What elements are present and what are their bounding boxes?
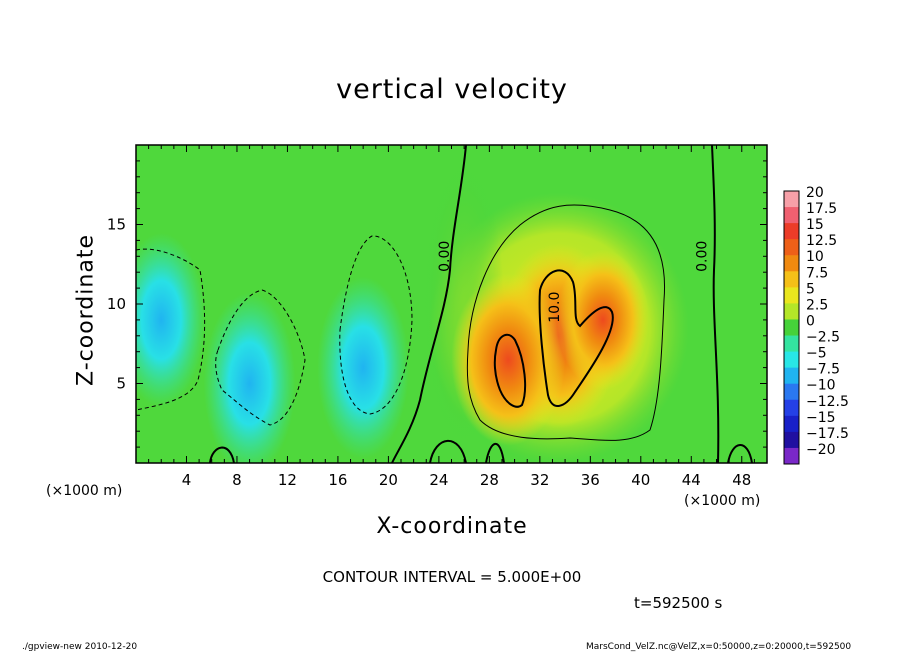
downdraft-contour-3 [339,235,413,415]
updraft-cell-2 [451,273,566,446]
colorbar-swatch [784,239,799,256]
x-tick-label: 36 [581,471,600,489]
contour-label-1: 0.00 [437,241,453,272]
contour-interval-text: CONTOUR INTERVAL = 5.000E+00 [322,568,582,586]
contour-interval-note: CONTOUR INTERVAL = 5.000E+00 [0,568,904,586]
colorbar-label: −7.5 [806,362,840,378]
updraft-core-contour-left [493,333,527,408]
y-axis-label: Z-coordinate [73,234,99,386]
colorbar-swatch [784,271,799,288]
colorbar-label: 15 [806,217,824,233]
footer-right: MarsCond_VelZ.nc@VelZ,x=0:50000,z=0:2000… [586,642,852,652]
colorbar-label: −10 [806,378,836,394]
colorbar-swatch [784,191,799,208]
x-tick-label: 20 [379,471,398,489]
downdraft-cell-6 [317,276,410,459]
x-tick-label: 32 [530,471,549,489]
x-tick-label: 8 [232,471,242,489]
y-tick-label: 10 [107,295,126,313]
colorbar-label: 12.5 [806,233,837,249]
colorbar-frame [783,190,800,465]
ground-contour [209,439,753,463]
colorbar-swatch [784,207,799,224]
plot-area [136,145,767,463]
colorbar-label: 17.5 [806,201,837,217]
footer-left: ./gpview-new 2010-12-20 [22,642,138,652]
colorbar-swatch [784,255,799,272]
colorbar-swatch [784,399,799,417]
colorbar-swatch [784,351,799,369]
x-unit-right: (×1000 m) [684,493,761,509]
colorbar-label: 2.5 [806,297,828,313]
colorbar-label: −5 [806,346,827,362]
updraft-outer-contour [466,204,666,441]
colorbar-swatch [784,223,799,240]
colorbar-label: −17.5 [806,426,849,442]
colorbar-swatch [784,431,799,449]
updraft-cell-3 [556,249,649,390]
chart-title: vertical velocity [336,74,568,105]
colorbar-swatch [784,287,799,304]
colorbar-label: 20 [806,185,824,201]
contour-label-2: 10.0 [547,292,563,323]
x-axis-label: X-coordinate [376,514,528,539]
downdraft-cell-5 [203,292,296,463]
colorbar-label: 10 [806,249,824,265]
x-unit-left: (×1000 m) [46,483,123,499]
colorbar-swatch [784,319,799,337]
y-tick-label: 5 [116,375,126,393]
colorbar-swatch [784,415,799,433]
downdraft-cell-4 [136,232,206,407]
colorbar-label: −2.5 [806,330,840,346]
zero-contour-right [711,145,720,463]
colorbar-label: −15 [806,410,836,426]
x-tick-label: 4 [182,471,192,489]
colorbar-label: 5 [806,281,815,297]
downdraft-contour-2 [215,289,306,426]
colorbar-label: −20 [806,442,836,458]
y-tick-label: 15 [107,216,126,234]
x-tick-label: 16 [328,471,347,489]
colorbar-swatch [784,447,799,465]
x-tick-label: 48 [732,471,751,489]
x-tick-label: 12 [278,471,297,489]
colorbar-label: 0 [806,313,815,329]
x-tick-label: 28 [480,471,499,489]
x-tick-label: 40 [631,471,650,489]
colorbar-swatch [784,303,799,320]
time-label: t=592500 s [634,594,723,612]
colorbar-label: −12.5 [806,394,849,410]
updraft-core-contour-main [538,269,614,407]
colorbar-swatch [784,367,799,385]
x-tick-label: 44 [682,471,701,489]
x-tick-label: 24 [429,471,448,489]
colorbar-swatch [784,383,799,401]
zero-contour-left [391,145,467,463]
downdraft-contour-1 [136,248,206,411]
colorbar-label: 7.5 [806,265,828,281]
contour-label-3: 0.00 [694,241,710,272]
colorbar-swatch [784,335,799,353]
